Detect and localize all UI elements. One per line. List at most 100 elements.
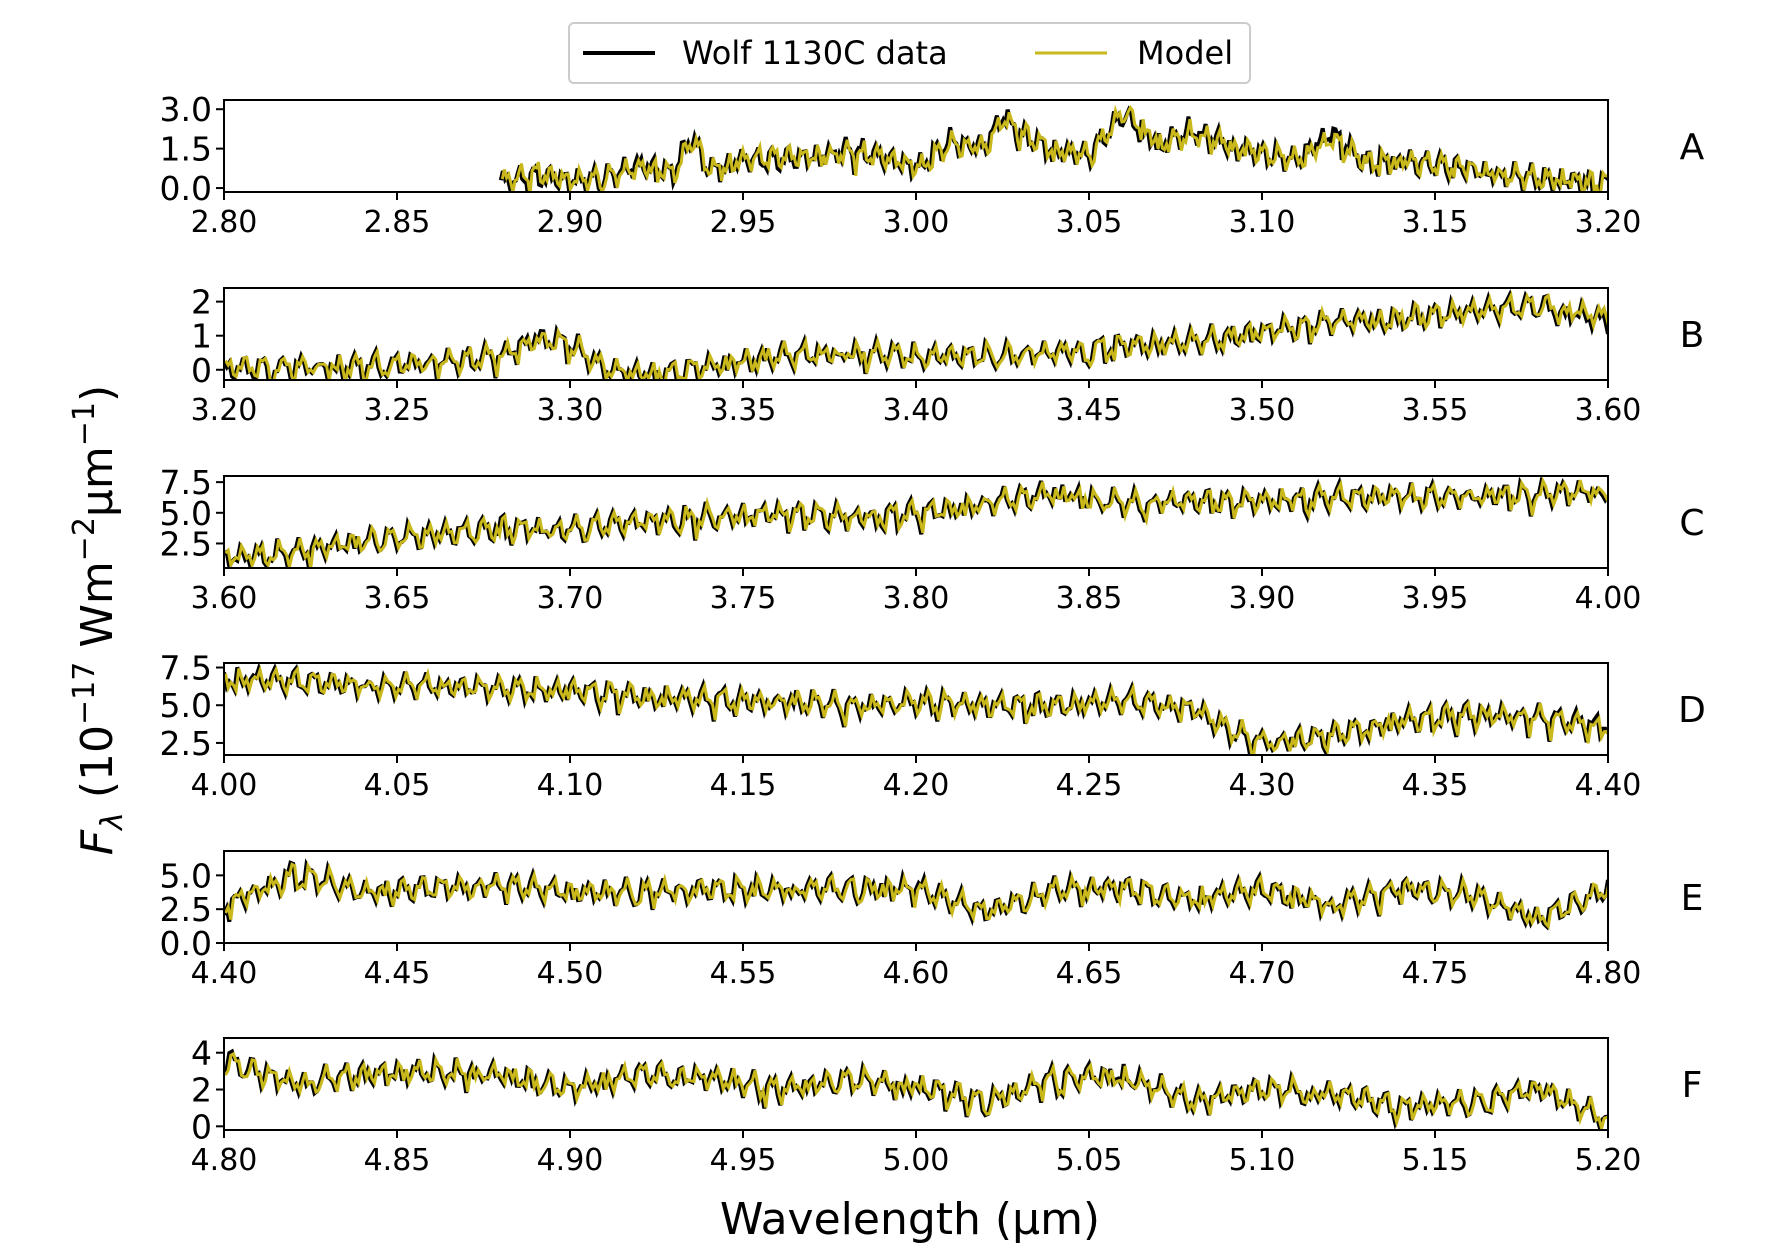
y-axis-title-close: )	[72, 385, 123, 402]
panel-letter: E	[1681, 878, 1704, 919]
x-tick-label: 3.60	[1575, 393, 1642, 428]
y-tick-label: 7.5	[160, 649, 212, 688]
x-tick-label: 3.80	[883, 581, 950, 616]
x-tick-label: 4.70	[1229, 956, 1296, 991]
x-tick-label: 3.45	[1056, 393, 1123, 428]
series-model-line	[224, 664, 1608, 755]
y-tick-label: 1.5	[160, 130, 212, 169]
x-tick-label: 4.50	[537, 956, 604, 991]
y-tick-label: 0	[191, 351, 212, 390]
x-tick-label: 4.45	[364, 956, 431, 991]
x-tick-label: 3.20	[191, 393, 258, 428]
x-tick-label: 4.40	[1575, 768, 1642, 803]
panel-f: 4.80 4.85 4.90 4.95 5.00 5.05 5.10 5.15 5.20 024 F	[191, 1034, 1703, 1178]
x-tick-label: 3.05	[1056, 205, 1123, 240]
panel-letter: D	[1678, 690, 1706, 731]
y-tick-label: 5.0	[160, 686, 212, 725]
y-tick-label: 2.5	[160, 724, 212, 763]
y-tick-label: 1	[191, 317, 212, 356]
x-tick-label: 2.90	[537, 205, 604, 240]
plot-frame	[223, 99, 1609, 193]
x-tick-label: 4.15	[710, 768, 777, 803]
series-model-line	[500, 104, 1608, 192]
x-tick-label: 3.65	[364, 581, 431, 616]
x-tick-label: 3.95	[1402, 581, 1469, 616]
y-axis-title-exp1: −17	[67, 662, 102, 725]
x-tick-label: 3.00	[883, 205, 950, 240]
y-axis-title-open: (10	[72, 725, 123, 812]
y-axis-title-exp3: −1	[67, 402, 102, 446]
x-tick-label: 3.50	[1229, 393, 1296, 428]
x-tick-label: 4.10	[537, 768, 604, 803]
y-axis-title-exp2: −2	[67, 517, 102, 561]
x-tick-label: 4.05	[364, 768, 431, 803]
x-tick-label: 5.10	[1229, 1143, 1296, 1178]
x-tick-label: 4.55	[710, 956, 777, 991]
panel-letter: C	[1679, 503, 1704, 544]
x-tick-label: 3.35	[710, 393, 777, 428]
x-tick-label: 3.40	[883, 393, 950, 428]
series-data-line	[224, 1048, 1608, 1130]
y-tick-label: 2.5	[160, 524, 212, 563]
x-tick-label: 4.75	[1402, 956, 1469, 991]
x-tick-label: 3.10	[1229, 205, 1296, 240]
y-axis-title: Fλ (10−17 Wm−2µm−1)	[67, 385, 130, 855]
y-tick-label: 2.5	[160, 890, 212, 929]
x-tick-label: 5.00	[883, 1143, 950, 1178]
x-tick-label: 3.20	[1575, 205, 1642, 240]
panel-a: 2.80 2.85 2.90 2.95 3.00 3.05 3.10 3.15 3.20 0.01…	[160, 90, 1705, 240]
x-tick-label: 3.55	[1402, 393, 1469, 428]
x-tick-label: 4.60	[883, 956, 950, 991]
y-tick-label: 5.0	[160, 856, 212, 895]
x-tick-label: 3.90	[1229, 581, 1296, 616]
y-axis-title-mid: Wm	[72, 561, 123, 661]
y-tick-label: 5.0	[160, 494, 212, 533]
y-tick-label: 7.5	[160, 463, 212, 502]
legend: Wolf 1130C data Model	[568, 22, 1251, 84]
x-tick-label: 2.80	[191, 205, 258, 240]
x-tick-label: 4.30	[1229, 768, 1296, 803]
x-tick-label: 3.30	[537, 393, 604, 428]
panels: 2.80 2.85 2.90 2.95 3.00 3.05 3.10 3.15 3.200.01…	[160, 90, 1706, 1178]
x-tick-label: 4.90	[537, 1143, 604, 1178]
panel-letter: F	[1682, 1065, 1703, 1106]
x-tick-label: 4.80	[191, 1143, 258, 1178]
x-axis-title: Wavelength (µm)	[720, 1194, 1100, 1245]
x-tick-label: 5.20	[1575, 1143, 1642, 1178]
y-axis-title-mu: µm	[72, 446, 123, 517]
x-tick-label: 3.25	[364, 393, 431, 428]
series-model-line	[224, 290, 1608, 380]
x-tick-label: 2.95	[710, 205, 777, 240]
x-tick-label: 4.95	[710, 1143, 777, 1178]
panel-letter: A	[1680, 127, 1705, 168]
x-tick-label: 4.85	[364, 1143, 431, 1178]
series-data-line	[224, 288, 1608, 380]
y-tick-label: 4	[191, 1034, 212, 1073]
plot-frame	[223, 475, 1609, 569]
series-data-line	[224, 663, 1608, 755]
panel-e: 4.40 4.45 4.50 4.55 4.60 4.65 4.70 4.75 4.80 0.02…	[160, 850, 1704, 991]
panel-c: 3.60 3.65 3.70 3.75 3.80 3.85 3.90 3.95 4.00 2.55…	[160, 463, 1705, 616]
legend-model-label: Model	[1137, 34, 1233, 72]
legend-frame	[568, 22, 1251, 84]
x-tick-label: 4.25	[1056, 768, 1123, 803]
y-axis-title-lambda: λ	[95, 812, 130, 832]
x-tick-label: 4.35	[1402, 768, 1469, 803]
y-tick-label: 2	[191, 1071, 212, 1110]
x-tick-label: 4.20	[883, 768, 950, 803]
x-tick-label: 4.00	[1575, 581, 1642, 616]
x-tick-label: 4.80	[1575, 956, 1642, 991]
y-tick-label: 2	[191, 283, 212, 322]
y-tick-label: 3.0	[160, 90, 212, 129]
x-tick-label: 4.40	[191, 956, 258, 991]
x-tick-label: 3.15	[1402, 205, 1469, 240]
panel-letter: B	[1680, 315, 1705, 356]
plot-frame	[223, 287, 1609, 381]
x-tick-label: 5.15	[1402, 1143, 1469, 1178]
x-tick-label: 3.60	[191, 581, 258, 616]
x-tick-label: 2.85	[364, 205, 431, 240]
y-tick-label: 0.0	[160, 924, 212, 963]
series-model-line	[224, 1051, 1608, 1130]
panel-b: 3.20 3.25 3.30 3.35 3.40 3.45 3.50 3.55 3.60 012 B	[191, 283, 1705, 428]
